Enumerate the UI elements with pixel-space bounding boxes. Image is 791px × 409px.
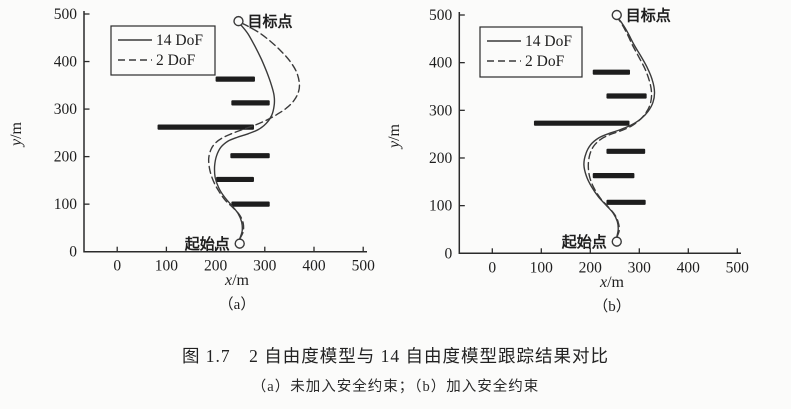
x-tick-label: 500 (726, 259, 750, 276)
y-tick-label: 200 (429, 150, 453, 167)
target-point-marker (611, 9, 622, 21)
y-tick-label: 0 (69, 244, 77, 261)
figure-subcaption: （a）未加入安全约束；（b）加入安全约束 (251, 379, 540, 395)
obstacle-bar (606, 93, 647, 99)
y-tick-label: 400 (54, 54, 78, 71)
y-tick-label: 100 (429, 198, 453, 215)
legend-label: 14 DoF (156, 32, 203, 49)
x-tick-label: 500 (352, 258, 376, 275)
legend-box (110, 25, 216, 76)
target-point-label: 目标点 (626, 7, 671, 25)
start-point-marker (234, 238, 245, 249)
obstacle-bar (231, 100, 270, 106)
subplot-label: （a） (219, 296, 256, 313)
obstacle-bar (215, 76, 255, 82)
subplot-label: （b） (593, 298, 631, 315)
y-axis-label: y/m (8, 121, 25, 148)
x-tick-label: 0 (113, 258, 121, 275)
x-tick-label: 200 (204, 258, 228, 275)
legend-label: 2 DoF (156, 52, 196, 69)
target-point-marker (233, 15, 244, 27)
y-tick-label: 300 (429, 102, 453, 119)
legend-box (479, 26, 583, 78)
y-tick-label: 200 (54, 149, 78, 166)
figure-caption: 图 1.7 2 自由度模型与 14 自由度模型跟踪结果对比 (181, 346, 610, 366)
x-tick-label: 100 (155, 258, 179, 275)
start-point-marker (611, 236, 622, 247)
trajectory-2dof (587, 18, 653, 238)
y-tick-label: 500 (429, 7, 453, 24)
start-point-label: 起始点 (561, 233, 607, 251)
subplot-a: 0 100 200 300 400 500 0 100 200 300 400 500 x/m y/m （a… (8, 6, 375, 313)
y-tick-label: 500 (54, 6, 78, 23)
y-tick-label: 100 (54, 196, 78, 213)
y-tick-label: 0 (445, 245, 453, 262)
start-point-label: 起始点 (184, 235, 230, 253)
obstacle-bar (230, 153, 270, 159)
x-tick-label: 400 (302, 258, 326, 275)
y-axis-label: y/m (386, 123, 403, 150)
legend-label: 14 DoF (525, 33, 572, 50)
subplot-b: 0 100 200 300 400 500 0 100 200 300 400 500 x/m y/m （b… (386, 7, 749, 316)
x-tick-label: 400 (677, 259, 701, 276)
obstacle-bar (606, 148, 646, 154)
obstacle-bar (216, 176, 254, 183)
obstacle-bar (606, 199, 646, 205)
obstacle-bar (592, 173, 635, 179)
y-tick-label: 400 (429, 55, 453, 72)
x-axis-label: x/m (599, 274, 625, 291)
x-tick-label: 300 (628, 259, 652, 276)
obstacle-bar (592, 69, 630, 75)
x-tick-label: 100 (530, 259, 554, 276)
legend-label: 2 DoF (525, 53, 565, 70)
y-tick-label: 300 (54, 101, 78, 118)
obstacle-bar (533, 120, 630, 126)
target-point-label: 目标点 (247, 13, 292, 31)
x-tick-label: 200 (579, 259, 603, 276)
obstacle-bar (231, 201, 270, 207)
trajectory-14dof (213, 22, 276, 240)
trajectory-2dof (207, 22, 301, 240)
x-tick-label: 300 (253, 258, 277, 275)
obstacle-bar (157, 124, 254, 130)
x-axis-label: x/m (224, 272, 250, 289)
x-tick-label: 0 (488, 259, 496, 276)
